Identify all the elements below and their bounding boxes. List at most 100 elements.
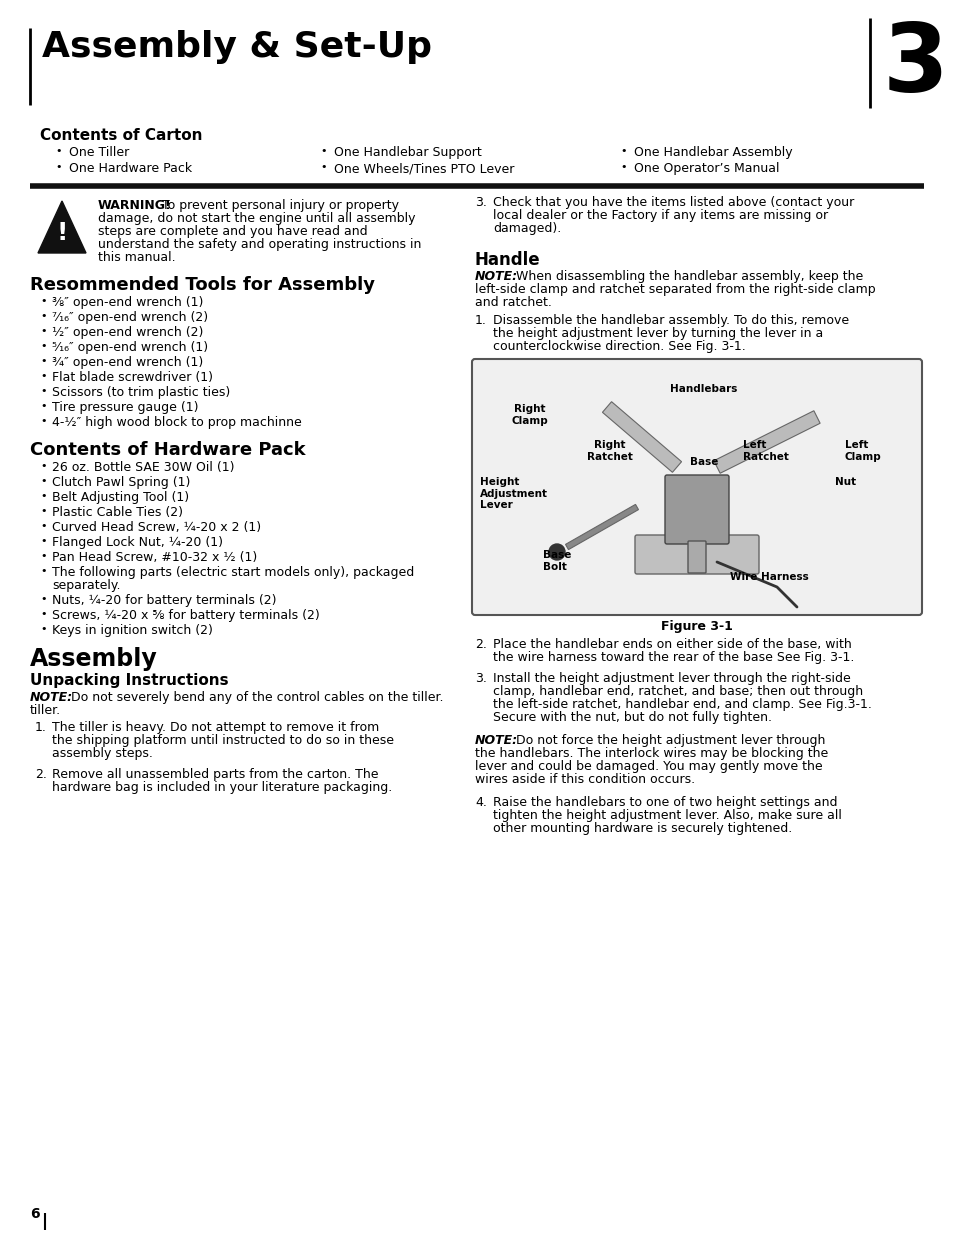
Text: •: • [40, 506, 47, 516]
Text: Contents of Hardware Pack: Contents of Hardware Pack [30, 441, 305, 459]
Text: Assembly: Assembly [30, 647, 157, 671]
Text: Nut: Nut [834, 477, 855, 487]
Text: The tiller is heavy. Do not attempt to remove it from: The tiller is heavy. Do not attempt to r… [52, 721, 379, 734]
Text: Base
Bolt: Base Bolt [542, 550, 571, 572]
Text: •: • [619, 146, 626, 156]
Text: One Tiller: One Tiller [69, 146, 129, 159]
Text: Tire pressure gauge (1): Tire pressure gauge (1) [52, 401, 198, 414]
Text: •: • [319, 162, 326, 172]
Text: steps are complete and you have read and: steps are complete and you have read and [98, 225, 367, 238]
Text: •: • [319, 146, 326, 156]
Text: this manual.: this manual. [98, 251, 175, 264]
Text: Assembly & Set-Up: Assembly & Set-Up [42, 30, 432, 64]
Text: •: • [40, 387, 47, 396]
Text: 3: 3 [882, 20, 948, 112]
Text: clamp, handlebar end, ratchet, and base; then out through: clamp, handlebar end, ratchet, and base;… [493, 685, 862, 698]
Text: Raise the handlebars to one of two height settings and: Raise the handlebars to one of two heigh… [493, 797, 837, 809]
Text: One Handlebar Support: One Handlebar Support [334, 146, 481, 159]
Text: counterclockwise direction. See Fig. 3-1.: counterclockwise direction. See Fig. 3-1… [493, 340, 745, 353]
Text: Base: Base [689, 457, 718, 467]
Text: To prevent personal injury or property: To prevent personal injury or property [158, 199, 398, 212]
Text: •: • [40, 551, 47, 561]
Text: •: • [619, 162, 626, 172]
Text: NOTE:: NOTE: [475, 270, 517, 283]
Text: damaged).: damaged). [493, 222, 560, 235]
Text: the wire harness toward the rear of the base See Fig. 3-1.: the wire harness toward the rear of the … [493, 651, 854, 664]
Text: the shipping platform until instructed to do so in these: the shipping platform until instructed t… [52, 734, 394, 747]
Text: Place the handlebar ends on either side of the base, with: Place the handlebar ends on either side … [493, 638, 851, 651]
Text: 26 oz. Bottle SAE 30W Oil (1): 26 oz. Bottle SAE 30W Oil (1) [52, 461, 234, 474]
FancyBboxPatch shape [472, 359, 921, 615]
Polygon shape [565, 504, 638, 550]
Polygon shape [713, 411, 820, 473]
Text: •: • [40, 311, 47, 321]
Text: the height adjustment lever by turning the lever in a: the height adjustment lever by turning t… [493, 327, 822, 340]
Text: •: • [40, 536, 47, 546]
Text: Scissors (to trim plastic ties): Scissors (to trim plastic ties) [52, 387, 230, 399]
Text: Plastic Cable Ties (2): Plastic Cable Ties (2) [52, 506, 183, 519]
Text: One Wheels/Tines PTO Lever: One Wheels/Tines PTO Lever [334, 162, 514, 175]
Text: Right
Ratchet: Right Ratchet [586, 440, 632, 462]
Polygon shape [601, 401, 680, 472]
Text: •: • [40, 356, 47, 366]
Text: •: • [55, 146, 61, 156]
Text: •: • [55, 162, 61, 172]
Text: WARNING!: WARNING! [98, 199, 172, 212]
Text: separately.: separately. [52, 579, 120, 592]
Text: Nuts, ¼-20 for battery terminals (2): Nuts, ¼-20 for battery terminals (2) [52, 594, 276, 606]
Text: 3.: 3. [475, 196, 486, 209]
Text: understand the safety and operating instructions in: understand the safety and operating inst… [98, 238, 421, 251]
Text: 4-½″ high wood block to prop machinne: 4-½″ high wood block to prop machinne [52, 416, 301, 429]
Text: Handle: Handle [475, 251, 540, 269]
Text: !: ! [56, 221, 68, 245]
Text: Left
Clamp: Left Clamp [844, 440, 881, 462]
Text: 6: 6 [30, 1207, 40, 1221]
Text: Unpacking Instructions: Unpacking Instructions [30, 673, 229, 688]
Text: damage, do not start the engine until all assembly: damage, do not start the engine until al… [98, 212, 416, 225]
Text: •: • [40, 475, 47, 487]
Text: Secure with the nut, but do not fully tighten.: Secure with the nut, but do not fully ti… [493, 711, 771, 724]
Text: assembly steps.: assembly steps. [52, 747, 152, 760]
Text: •: • [40, 624, 47, 634]
Text: One Operator’s Manual: One Operator’s Manual [634, 162, 779, 175]
Text: Pan Head Screw, #10-32 x ½ (1): Pan Head Screw, #10-32 x ½ (1) [52, 551, 257, 564]
Text: ⁵⁄₁₆″ open-end wrench (1): ⁵⁄₁₆″ open-end wrench (1) [52, 341, 208, 354]
Text: Flanged Lock Nut, ¼-20 (1): Flanged Lock Nut, ¼-20 (1) [52, 536, 223, 550]
Text: Figure 3-1: Figure 3-1 [660, 620, 732, 634]
Text: •: • [40, 370, 47, 382]
Text: Curved Head Screw, ¼-20 x 2 (1): Curved Head Screw, ¼-20 x 2 (1) [52, 521, 261, 534]
FancyBboxPatch shape [664, 475, 728, 543]
Text: •: • [40, 609, 47, 619]
Polygon shape [38, 201, 86, 253]
Text: left-side clamp and ratchet separated from the right-side clamp: left-side clamp and ratchet separated fr… [475, 283, 875, 296]
Text: •: • [40, 326, 47, 336]
Text: NOTE:: NOTE: [30, 692, 73, 704]
Circle shape [548, 543, 564, 559]
FancyBboxPatch shape [687, 541, 705, 573]
Text: ¾″ open-end wrench (1): ¾″ open-end wrench (1) [52, 356, 203, 369]
Text: Clutch Pawl Spring (1): Clutch Pawl Spring (1) [52, 475, 191, 489]
Text: 3.: 3. [475, 672, 486, 685]
Text: One Hardware Pack: One Hardware Pack [69, 162, 192, 175]
Text: Resommended Tools for Assembly: Resommended Tools for Assembly [30, 275, 375, 294]
Text: Do not severely bend any of the control cables on the tiller.: Do not severely bend any of the control … [67, 692, 443, 704]
Text: 2.: 2. [35, 768, 47, 781]
Text: ½″ open-end wrench (2): ½″ open-end wrench (2) [52, 326, 203, 338]
Text: NOTE:: NOTE: [475, 734, 517, 747]
Text: Remove all unassembled parts from the carton. The: Remove all unassembled parts from the ca… [52, 768, 378, 781]
Text: •: • [40, 521, 47, 531]
Text: lever and could be damaged. You may gently move the: lever and could be damaged. You may gent… [475, 760, 821, 773]
Text: the left-side ratchet, handlebar end, and clamp. See Fig.3-1.: the left-side ratchet, handlebar end, an… [493, 698, 871, 711]
Text: 4.: 4. [475, 797, 486, 809]
Text: Belt Adjusting Tool (1): Belt Adjusting Tool (1) [52, 492, 189, 504]
Text: the handlebars. The interlock wires may be blocking the: the handlebars. The interlock wires may … [475, 747, 827, 760]
Text: Install the height adjustment lever through the right-side: Install the height adjustment lever thro… [493, 672, 850, 685]
Text: Check that you have the items listed above (contact your: Check that you have the items listed abo… [493, 196, 853, 209]
Text: The following parts (electric start models only), packaged: The following parts (electric start mode… [52, 566, 414, 579]
Text: 1.: 1. [35, 721, 47, 734]
Text: •: • [40, 492, 47, 501]
Text: Screws, ¼-20 x ⅝ for battery terminals (2): Screws, ¼-20 x ⅝ for battery terminals (… [52, 609, 319, 622]
Text: Right
Clamp: Right Clamp [511, 404, 548, 426]
Text: Disassemble the handlebar assembly. To do this, remove: Disassemble the handlebar assembly. To d… [493, 314, 848, 327]
Text: •: • [40, 341, 47, 351]
